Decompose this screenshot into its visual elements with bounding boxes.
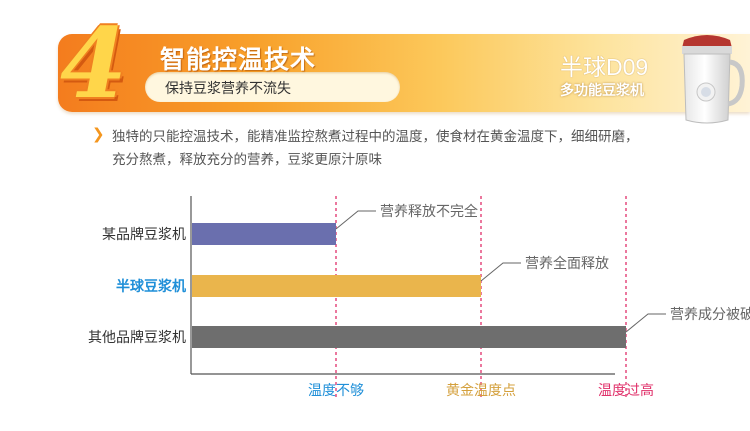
annotation-leader [625, 313, 666, 333]
product-name: 多功能豆浆机 [560, 83, 644, 99]
soymilk-maker-image [682, 35, 745, 124]
annotation-leader [480, 262, 521, 282]
category-label: 其他品牌豆浆机 [88, 329, 186, 346]
bar [192, 275, 481, 297]
bullet-chevron-icon: ❯ [92, 125, 105, 143]
annotation-label: 营养释放不完全 [380, 203, 478, 220]
section-number: 4 [60, 7, 127, 120]
x-tick-label: 温度不够 [308, 383, 364, 399]
subtitle-pill [145, 72, 400, 102]
description-line: 充分熬煮，释放充分的营养，豆浆更原汁原味 [112, 152, 382, 168]
x-tick-label: 温度过高 [598, 382, 654, 399]
annotation-leader [335, 210, 376, 230]
section-title: 智能控温技术 [160, 45, 317, 74]
category-label: 半球豆浆机 [116, 278, 186, 295]
section-subtitle: 保持豆浆营养不流失 [165, 81, 291, 97]
description-line: 独特的只能控温技术，能精准监控熬煮过程中的温度，使食材在黄金温度下，细细研磨， [112, 129, 639, 145]
description: 独特的只能控温技术，能精准监控熬煮过程中的温度，使食材在黄金温度下，细细研磨， … [112, 126, 732, 172]
product-model: 半球D09 [560, 54, 649, 80]
x-tick-label: 黄金温度点 [446, 382, 516, 399]
category-label: 某品牌豆浆机 [102, 226, 186, 243]
annotation-label: 营养全面释放 [525, 255, 609, 272]
bar [192, 326, 626, 348]
annotation-label: 营养成分被破坏 [670, 307, 750, 323]
bar [192, 223, 336, 245]
